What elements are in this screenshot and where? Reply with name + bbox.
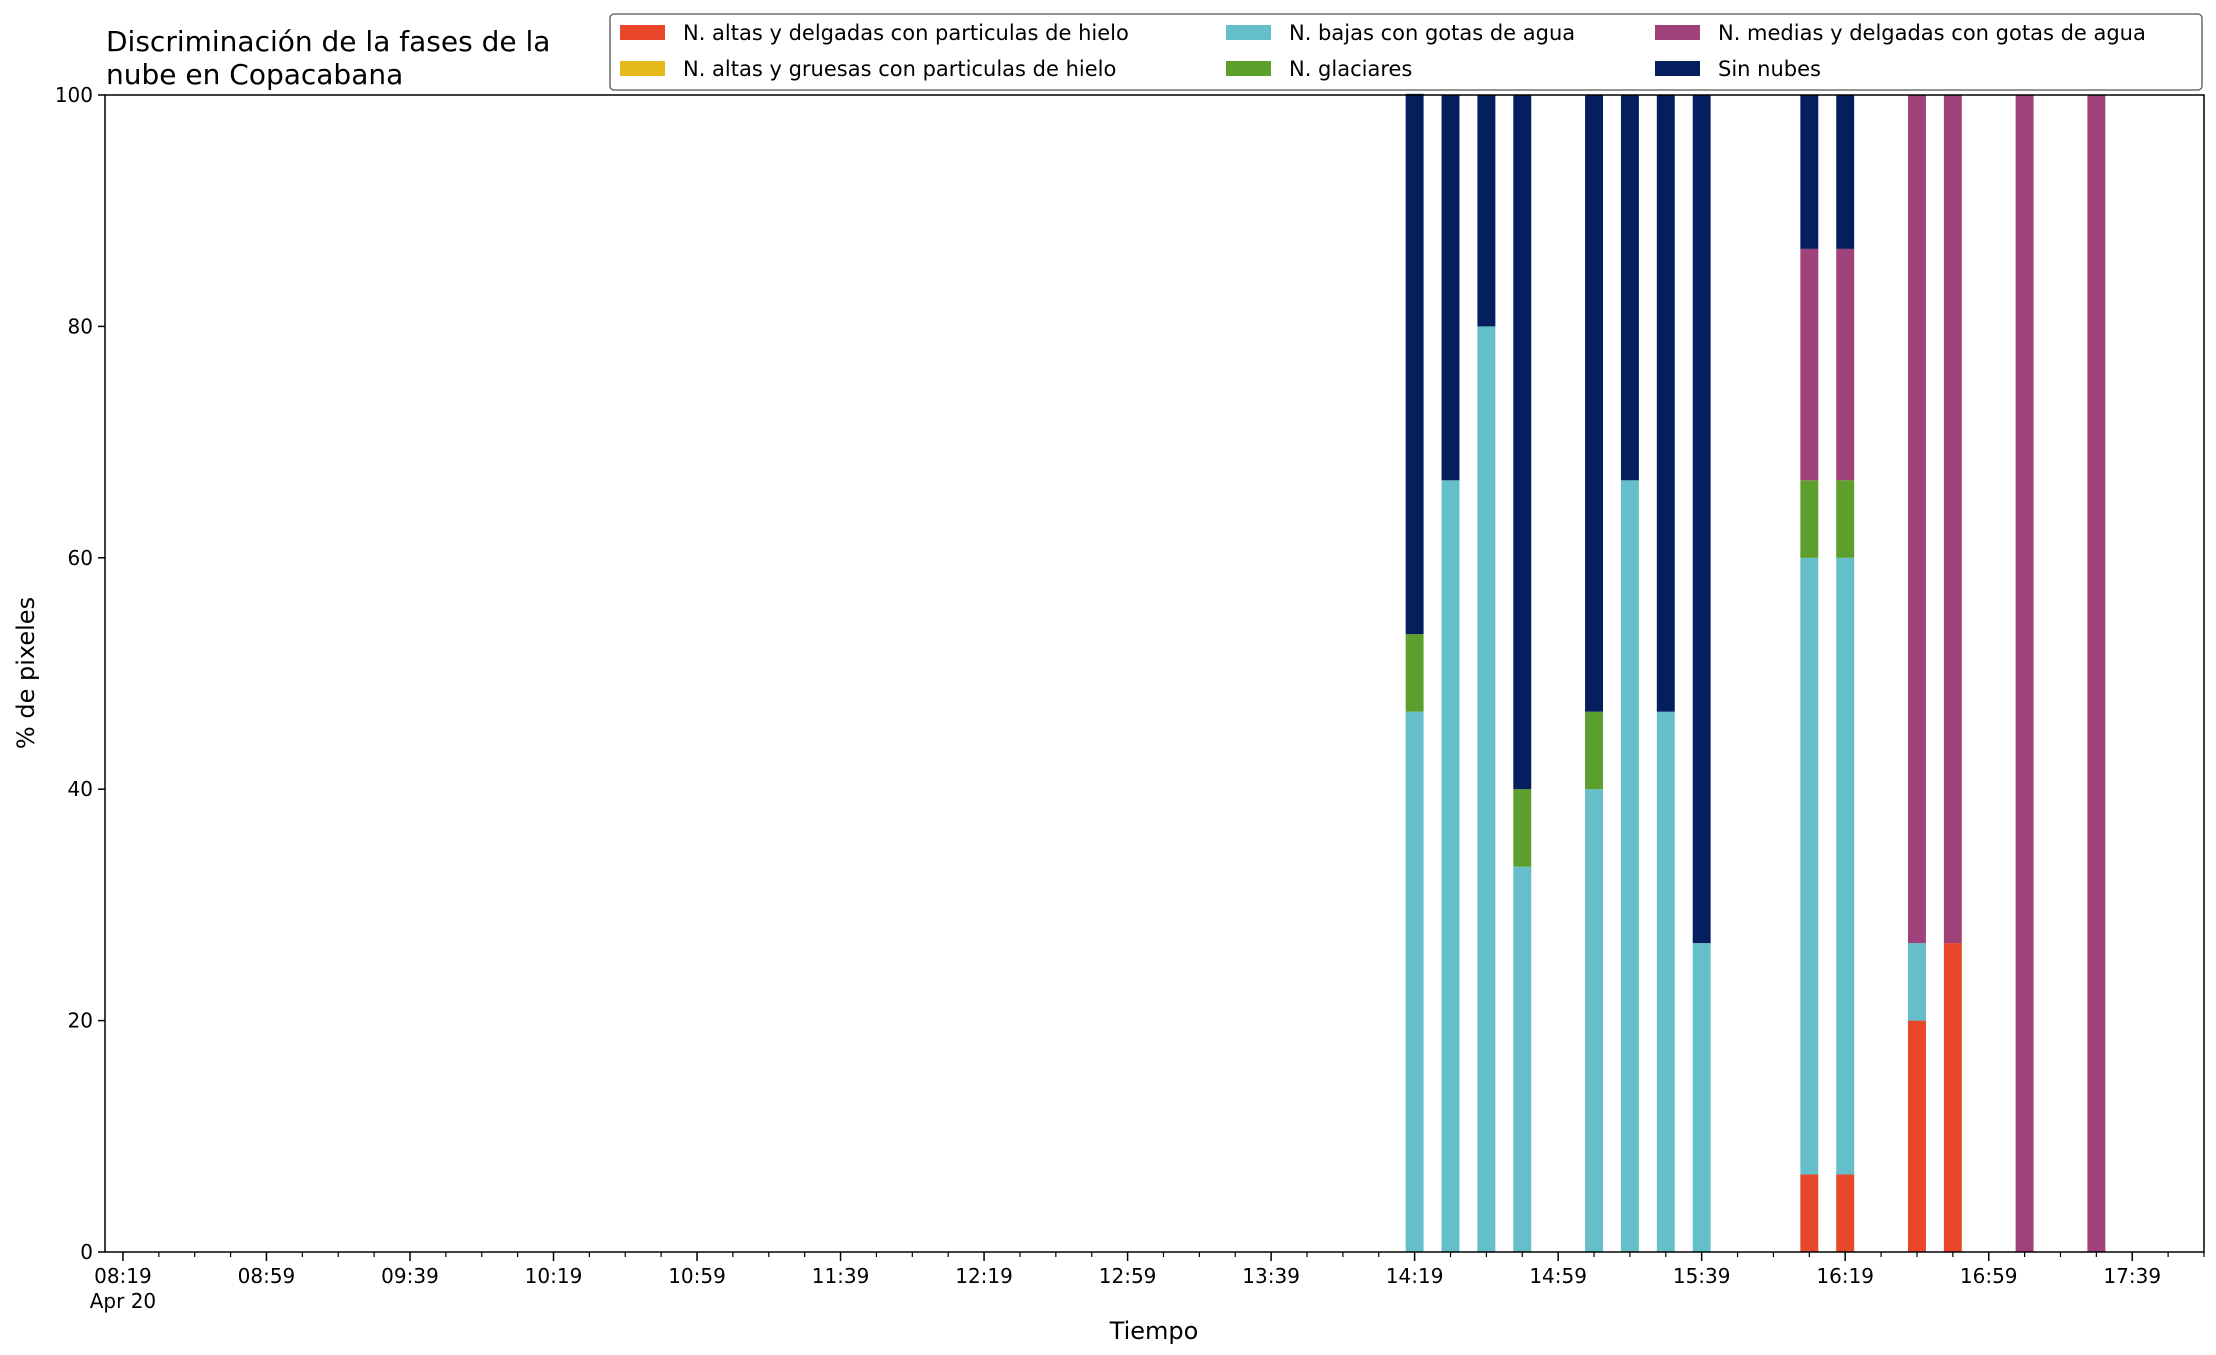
bar-segment-1529-s2: [1656, 711, 1675, 1252]
bar-segment-1539-s5: [1692, 95, 1711, 944]
y-tick-label: 20: [68, 1009, 93, 1033]
bar-segment-1619-s0: [1836, 1174, 1855, 1252]
chart-title-line-1: Discriminación de la fases de la: [106, 25, 550, 58]
legend-swatch: [620, 25, 665, 40]
bar-segment-1619-s5: [1836, 95, 1855, 249]
legend-swatch: [620, 61, 665, 76]
bar-segment-1609-s3: [1800, 480, 1819, 558]
x-tick-label: 10:19: [525, 1264, 583, 1288]
legend-label: Sin nubes: [1718, 57, 1821, 81]
legend-label: N. bajas con gotas de agua: [1289, 21, 1575, 45]
bar-segment-1519-s2: [1620, 480, 1639, 1252]
bar-segment-1509-s5: [1585, 95, 1603, 712]
legend-label: N. medias y delgadas con gotas de agua: [1718, 21, 2146, 45]
bar-segment-1439-s5: [1477, 95, 1496, 327]
bar-segment-1419-s2: [1405, 711, 1424, 1252]
bar-segment-1609-s5: [1800, 95, 1819, 249]
bar-segment-1649-s0: [1943, 943, 1962, 1252]
legend-swatch: [1655, 25, 1700, 40]
bar-segment-1509-s3: [1585, 711, 1603, 790]
x-tick-label: 13:39: [1242, 1264, 1300, 1288]
chart-title-line-2: nube en Copacabana: [106, 58, 403, 91]
bar-segment-1619-s4: [1836, 248, 1855, 481]
bar-segment-1609-s4: [1800, 248, 1819, 481]
bar-segment-1729-s4: [2087, 95, 2106, 1252]
x-tick-label: 08:59: [238, 1264, 296, 1288]
bar-segment-1639-s0: [1907, 1020, 1926, 1252]
legend-label: N. glaciares: [1289, 57, 1412, 81]
legend-swatch: [1226, 25, 1271, 40]
bar-segment-1449-s2: [1513, 866, 1532, 1252]
y-axis-label: % de pixeles: [12, 597, 40, 749]
bar-segment-1639-s4: [1907, 95, 1926, 944]
bar-segment-1709-s4: [2015, 95, 2034, 1252]
x-date-label: Apr 20: [90, 1289, 156, 1313]
x-tick-label: 14:19: [1386, 1264, 1444, 1288]
x-tick-label: 09:39: [381, 1264, 439, 1288]
x-tick-label: 10:59: [668, 1264, 726, 1288]
y-tick-label: 0: [80, 1240, 93, 1264]
bar-segment-1429-s5: [1441, 95, 1460, 481]
plot-frame: [104, 94, 2205, 1253]
bar-segment-1419-s5: [1405, 93, 1424, 635]
legend-label: N. altas y gruesas con particulas de hie…: [683, 57, 1116, 81]
bar-segment-1449-s5: [1513, 95, 1532, 790]
y-axis: 0 20 40 60 80 100: [55, 83, 105, 1264]
x-tick-label: 14:59: [1529, 1264, 1587, 1288]
bar-segment-1429-s2: [1441, 480, 1460, 1252]
bar-segment-1519-s5: [1620, 95, 1639, 481]
bar-segment-1509-s2: [1585, 789, 1603, 1252]
bar-segment-1449-s3: [1513, 789, 1532, 867]
bar-segment-1609-s2: [1800, 557, 1819, 1175]
bar-segment-1439-s2: [1477, 326, 1496, 1252]
x-tick-label: 15:39: [1673, 1264, 1731, 1288]
x-tick-label: 12:59: [1099, 1264, 1157, 1288]
legend-swatch: [1655, 61, 1700, 76]
bar-segment-1609-s0: [1800, 1174, 1819, 1252]
y-tick-label: 100: [55, 83, 93, 107]
bar-segment-1419-s3: [1405, 634, 1424, 712]
bar-segment-1639-s2: [1907, 943, 1926, 1021]
legend-swatch: [1226, 61, 1271, 76]
bars-layer: [1405, 93, 2106, 1252]
x-tick-label: 16:19: [1816, 1264, 1874, 1288]
x-axis-label: Tiempo: [1109, 1317, 1199, 1345]
bar-segment-1619-s2: [1836, 557, 1855, 1175]
bar-segment-1649-s4: [1943, 95, 1962, 944]
bar-segment-1619-s3: [1836, 480, 1855, 558]
bar-segment-1539-s2: [1692, 943, 1711, 1252]
y-tick-label: 80: [68, 314, 93, 338]
bar-segment-1529-s5: [1656, 95, 1675, 712]
y-tick-label: 40: [68, 777, 93, 801]
x-tick-label: 12:19: [955, 1264, 1013, 1288]
legend: N. altas y delgadas con particulas de hi…: [609, 13, 2203, 91]
legend-frame: [609, 13, 2203, 91]
y-tick-label: 60: [68, 546, 93, 570]
x-tick-label: 08:19: [94, 1264, 152, 1288]
legend-label: N. altas y delgadas con particulas de hi…: [683, 21, 1129, 45]
x-tick-label: 11:39: [812, 1264, 870, 1288]
x-tick-label: 16:59: [1960, 1264, 2018, 1288]
x-tick-label: 17:39: [2103, 1264, 2161, 1288]
